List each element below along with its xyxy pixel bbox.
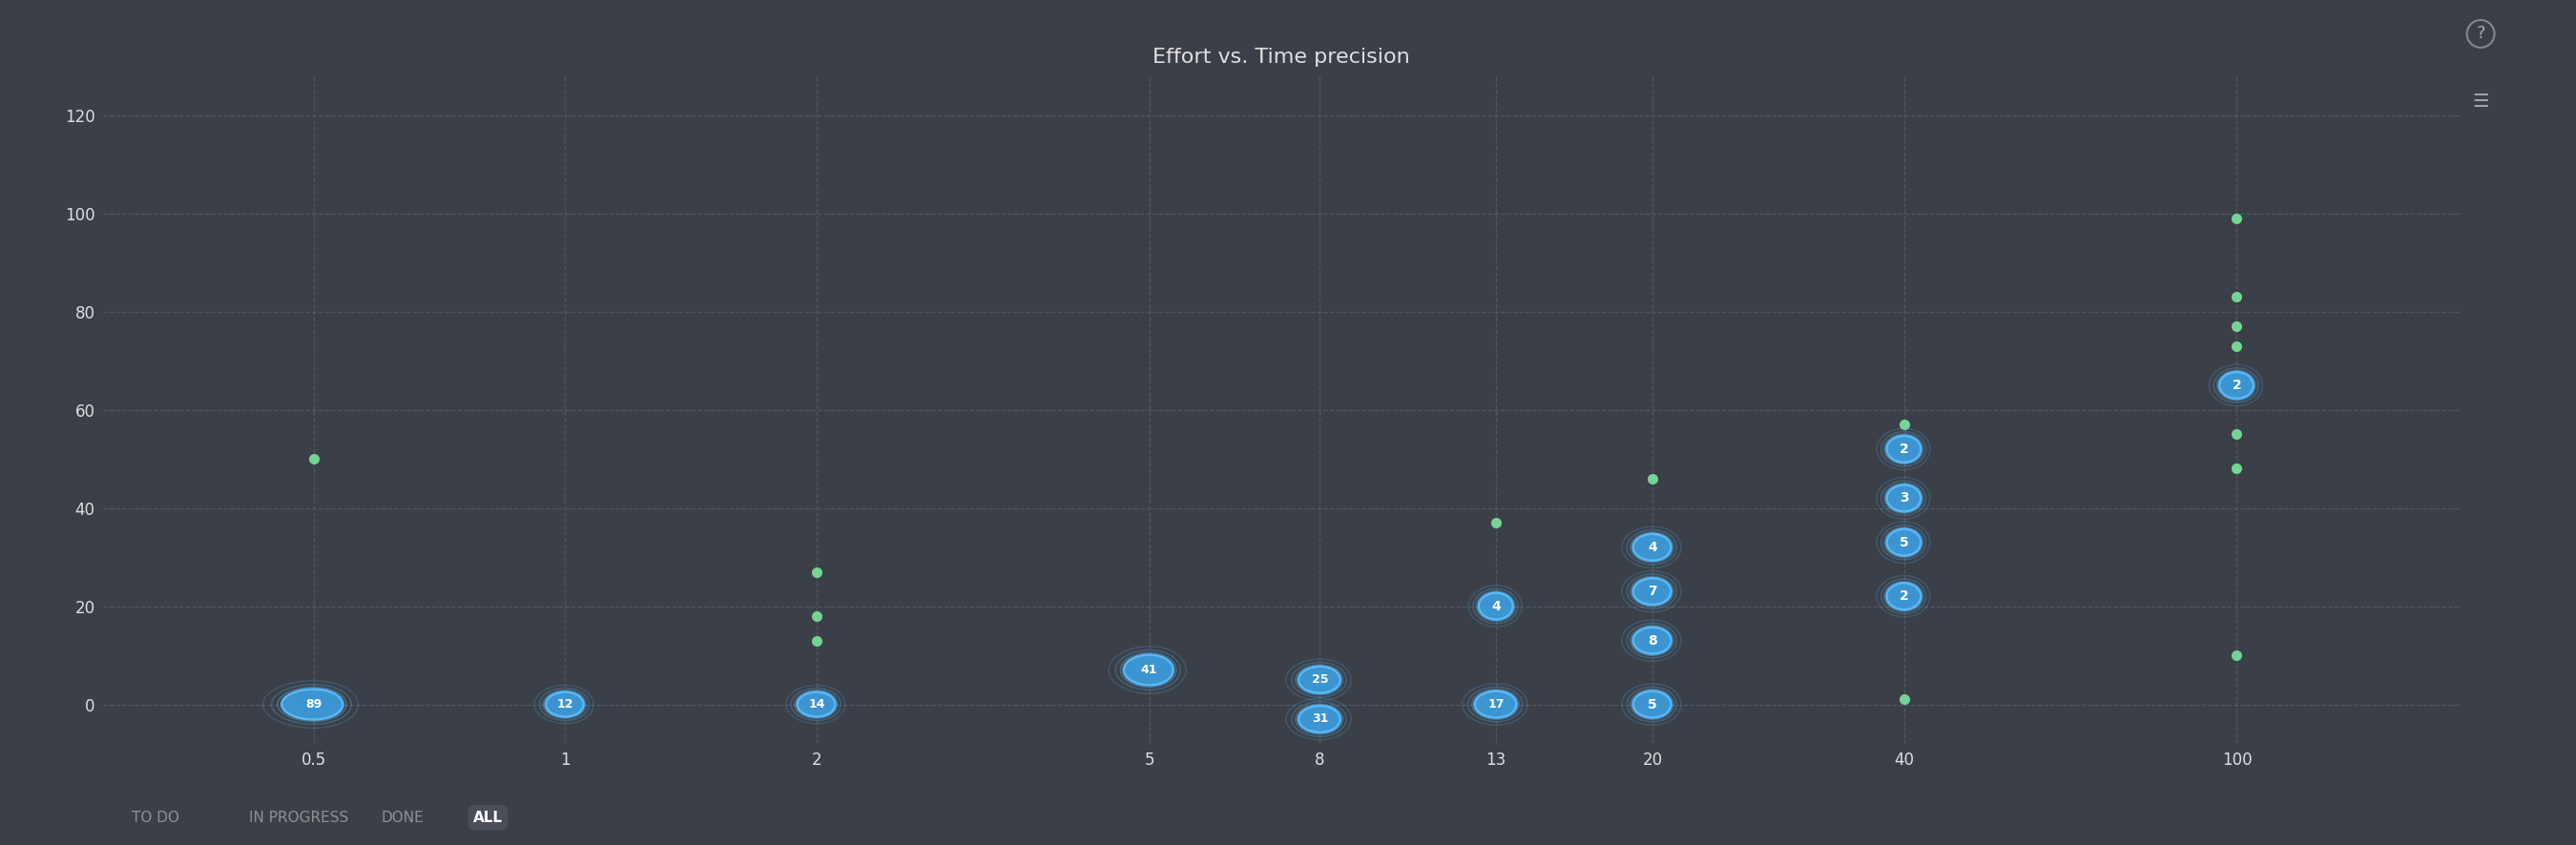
Text: 3: 3 bbox=[1899, 492, 1909, 504]
Text: 5: 5 bbox=[1899, 536, 1909, 549]
Text: ?: ? bbox=[2476, 25, 2486, 42]
Text: TO DO: TO DO bbox=[131, 810, 178, 825]
Ellipse shape bbox=[546, 692, 585, 717]
Ellipse shape bbox=[1473, 691, 1517, 717]
Text: 8: 8 bbox=[1649, 634, 1656, 647]
Ellipse shape bbox=[1298, 706, 1340, 733]
Text: ☰: ☰ bbox=[2473, 92, 2488, 111]
Ellipse shape bbox=[1633, 627, 1672, 654]
Text: 7: 7 bbox=[1649, 585, 1656, 598]
Text: 5: 5 bbox=[1649, 698, 1656, 711]
Ellipse shape bbox=[281, 689, 343, 720]
Title: Effort vs. Time precision: Effort vs. Time precision bbox=[1154, 47, 1409, 67]
Text: 12: 12 bbox=[556, 698, 574, 711]
Text: 4: 4 bbox=[1492, 599, 1502, 613]
Text: IN PROGRESS: IN PROGRESS bbox=[250, 810, 348, 825]
Ellipse shape bbox=[1886, 485, 1922, 511]
Ellipse shape bbox=[796, 692, 835, 717]
Text: 2: 2 bbox=[2233, 379, 2241, 392]
Text: 14: 14 bbox=[809, 698, 824, 711]
Text: 4: 4 bbox=[1649, 541, 1656, 554]
Ellipse shape bbox=[1479, 593, 1512, 619]
Ellipse shape bbox=[1633, 534, 1672, 560]
Ellipse shape bbox=[2218, 372, 2254, 399]
Text: 31: 31 bbox=[1311, 713, 1329, 725]
Ellipse shape bbox=[1298, 667, 1340, 693]
Ellipse shape bbox=[1633, 578, 1672, 605]
Ellipse shape bbox=[1123, 655, 1172, 685]
Text: 41: 41 bbox=[1141, 664, 1157, 676]
Text: 25: 25 bbox=[1311, 673, 1329, 686]
Text: 2: 2 bbox=[1899, 443, 1909, 455]
Text: 17: 17 bbox=[1489, 698, 1504, 711]
Text: 89: 89 bbox=[307, 698, 322, 711]
Ellipse shape bbox=[1633, 691, 1672, 717]
Text: DONE: DONE bbox=[381, 810, 425, 825]
Ellipse shape bbox=[1886, 583, 1922, 610]
Text: ALL: ALL bbox=[474, 810, 502, 825]
Text: 2: 2 bbox=[1899, 590, 1909, 603]
Ellipse shape bbox=[1886, 529, 1922, 556]
Ellipse shape bbox=[1886, 436, 1922, 462]
